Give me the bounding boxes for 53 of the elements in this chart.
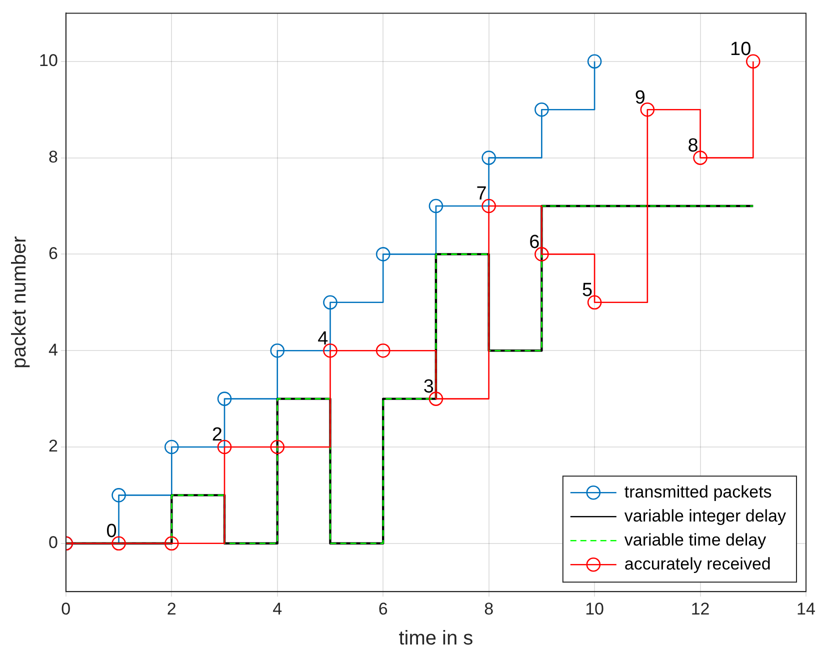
x-axis-title: time in s: [398, 628, 474, 650]
point: [428, 198, 444, 214]
data-label: 3: [423, 376, 434, 398]
point: [323, 343, 338, 358]
point: [693, 150, 708, 165]
y-axis-title: packet number: [8, 236, 31, 369]
point: [482, 198, 496, 214]
data-label: 9: [634, 87, 646, 108]
point: [323, 295, 338, 310]
y-tick-label: 8: [48, 147, 58, 166]
x-tick-label: 10: [585, 599, 604, 618]
legend-label: accurately received: [624, 554, 771, 574]
point: [746, 54, 760, 69]
point: [640, 102, 655, 117]
point: [217, 440, 232, 454]
point: [587, 295, 602, 310]
data-label: 10: [730, 39, 752, 60]
point: [112, 488, 126, 502]
y-tick-label: 0: [48, 533, 58, 552]
x-tick-label: 2: [166, 599, 176, 618]
point: [534, 102, 549, 117]
data-label: 7: [476, 184, 487, 205]
point: [270, 440, 285, 454]
data-label: 8: [688, 136, 698, 157]
x-tick-label: 4: [272, 599, 282, 618]
legend-label: variable time delay: [624, 530, 767, 550]
point: [376, 343, 390, 358]
point: [164, 536, 179, 551]
data-label: 6: [529, 232, 540, 253]
point: [376, 247, 390, 262]
point: [112, 536, 126, 551]
point: [482, 150, 496, 165]
legend-label: transmitted packets: [624, 482, 772, 502]
y-tick-label: 10: [38, 51, 58, 70]
point: [270, 343, 285, 358]
point: [428, 392, 444, 406]
y-tick-label: 4: [48, 340, 58, 360]
x-tick-label: 0: [61, 599, 71, 618]
data-label: 5: [582, 280, 593, 302]
legend-label: variable integer delay: [624, 506, 786, 526]
x-tick-label: 6: [378, 599, 388, 618]
y-tick-label: 2: [48, 436, 58, 456]
data-label: 2: [212, 424, 222, 446]
point: [217, 392, 232, 406]
y-tick-label: 6: [48, 244, 58, 263]
data-label: 4: [318, 328, 329, 350]
x-tick-label: 8: [484, 599, 494, 618]
data-label: 0: [106, 521, 117, 542]
point: [534, 247, 549, 262]
point: [587, 54, 602, 69]
x-tick-label: 12: [690, 599, 710, 618]
x-tick-label: 14: [796, 599, 816, 618]
point: [164, 440, 179, 454]
